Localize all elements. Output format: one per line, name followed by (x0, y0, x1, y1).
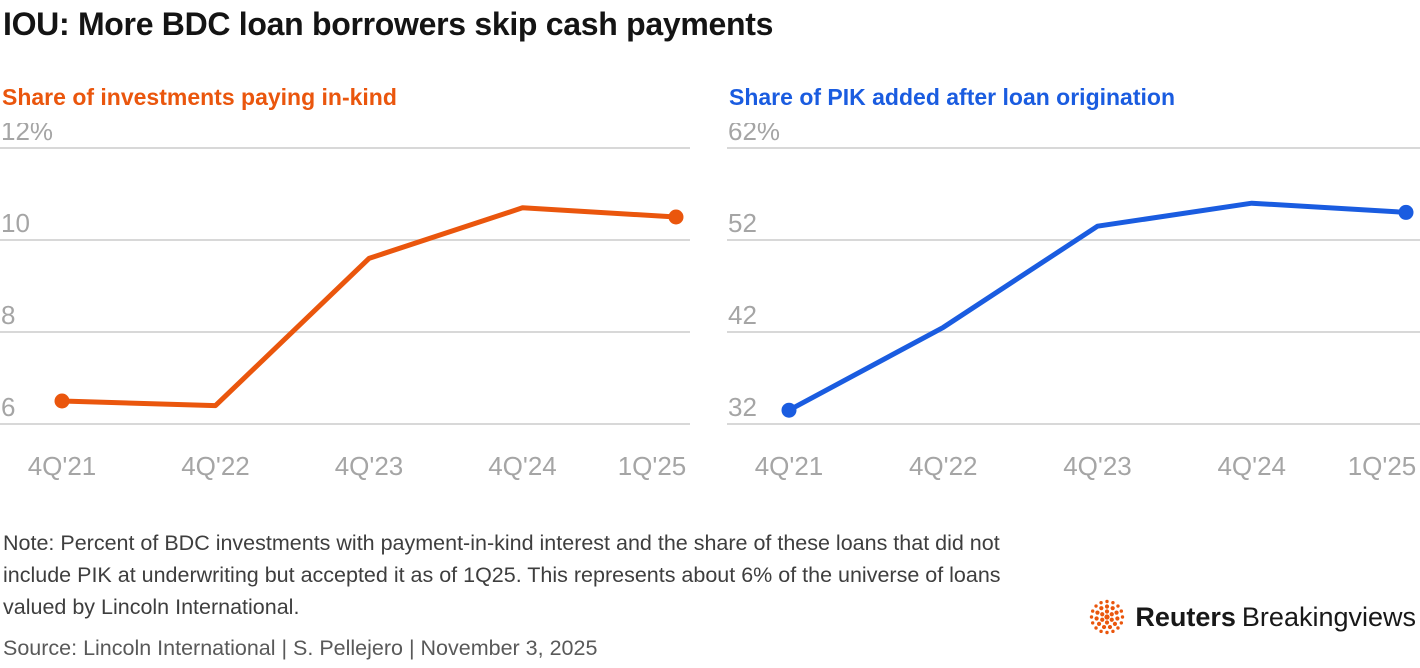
logo-dot (1114, 610, 1120, 615)
logo-dot (1091, 621, 1095, 625)
x-axis-label: 1Q'25 (1348, 451, 1417, 481)
y-tick-label: 42 (728, 300, 757, 330)
logo-dot (1116, 626, 1121, 630)
series-line (786, 200, 1409, 413)
logo-dot (1095, 610, 1100, 615)
chart-note: Note: Percent of BDC investments with pa… (3, 531, 1001, 619)
x-axis-label: 4Q'24 (1217, 451, 1286, 481)
logo-dot (1111, 629, 1116, 634)
logo-dot (1113, 621, 1118, 626)
y-tick-label: 12% (1, 123, 53, 146)
logo-dot (1099, 629, 1104, 634)
brand-suffix: Breakingviews (1241, 601, 1416, 632)
logo-dot (1105, 604, 1110, 609)
y-tick-label: 32 (728, 392, 757, 422)
logo-dot (1111, 600, 1116, 605)
logo-dot (1099, 606, 1104, 611)
series-line (59, 205, 679, 409)
chart-source: Source: Lincoln International | S. Pelle… (3, 636, 598, 660)
logo-dot (1090, 615, 1094, 619)
line-chart-left: 12% 10 8 6 4Q'21 4Q'22 4Q'23 4Q'24 1Q'25 (0, 116, 690, 481)
x-axis-label: 4Q'24 (488, 451, 557, 481)
reuters-logo-icon (1090, 599, 1125, 635)
data-point-marker (781, 402, 797, 418)
logo-dot (1119, 621, 1124, 625)
x-axis-label: 4Q'23 (1063, 451, 1132, 481)
logo-dot (1115, 616, 1120, 621)
brand-lockup: Reuters Breakingviews (1088, 598, 1416, 636)
y-tick-label: 52 (728, 208, 757, 238)
data-point-marker (54, 393, 70, 409)
x-axis-label: 4Q'23 (335, 451, 404, 481)
logo-dot (1094, 626, 1099, 630)
logo-dot (1121, 615, 1125, 619)
logo-dot (1097, 621, 1102, 626)
data-point-marker (668, 209, 684, 225)
chart-panel-pik-added: Share of PIK added after loan originatio… (727, 84, 1420, 493)
chart-panels: Share of investments paying in-kind 12% 1… (0, 84, 1420, 493)
logo-dot (1094, 616, 1100, 621)
x-axis-label: 1Q'25 (618, 451, 687, 481)
logo-dot (1105, 620, 1110, 625)
logo-dot (1119, 609, 1124, 613)
chart-subtitle-left: Share of investments paying in-kind (2, 84, 397, 110)
logo-dot (1099, 600, 1104, 605)
logo-dot (1100, 617, 1105, 622)
logo-dot (1116, 604, 1121, 608)
logo-dot (1102, 624, 1107, 630)
logo-dot (1108, 624, 1113, 630)
logo-dot (1110, 617, 1115, 622)
logo-dot (1091, 609, 1095, 613)
y-tick-label: 6 (1, 392, 15, 422)
data-point-marker (1398, 204, 1414, 220)
logo-dot (1100, 612, 1105, 617)
x-axis-label: 4Q'21 (28, 451, 97, 481)
line-chart-right: 62% 52 42 32 4Q'21 4Q'22 4Q'23 4Q'24 1Q'25 (727, 116, 1420, 481)
y-tick-label: 62% (728, 123, 780, 146)
logo-dot (1104, 614, 1110, 620)
logo-dot (1105, 630, 1110, 635)
logo-dot (1110, 606, 1116, 611)
chart-panel-pik-share: Share of investments paying in-kind 12% 1… (0, 84, 690, 493)
chart-subtitle-right: Share of PIK added after loan originatio… (729, 84, 1175, 110)
page-title: IOU: More BDC loan borrowers skip cash p… (3, 6, 774, 42)
x-axis-label: 4Q'22 (909, 451, 978, 481)
x-axis-label: 4Q'22 (181, 451, 250, 481)
logo-dot (1105, 609, 1110, 614)
y-tick-label: 10 (1, 208, 30, 238)
x-axis-label: 4Q'21 (755, 451, 824, 481)
logo-dot (1110, 612, 1115, 617)
logo-dot (1105, 599, 1110, 604)
brand-name: Reuters (1135, 601, 1236, 632)
logo-dot (1094, 604, 1099, 608)
y-tick-label: 8 (1, 300, 15, 330)
